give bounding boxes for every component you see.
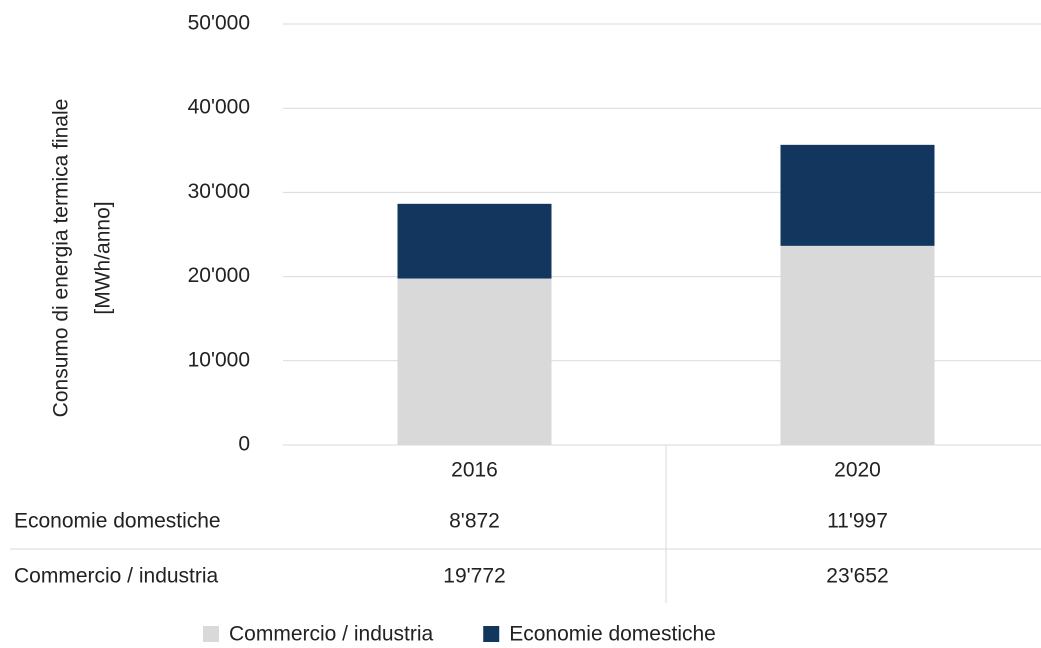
table-cell: 11'997: [827, 510, 888, 533]
table-row-label: Commercio / industria: [14, 565, 219, 588]
y-tick-label: 30'000: [188, 180, 250, 203]
y-axis-label: Consumo di energia termica finale [MWh/a…: [50, 99, 115, 418]
y-axis-label-line: [MWh/anno]: [92, 201, 115, 314]
y-tick-label: 10'000: [188, 348, 250, 371]
bar-segment: [397, 278, 552, 445]
table-cell: 8'872: [449, 510, 500, 533]
y-tick-label: 20'000: [188, 264, 250, 287]
table-row-label: Economie domestiche: [14, 510, 221, 533]
bar-segment: [780, 144, 935, 246]
table-cell: 19'772: [443, 565, 505, 588]
x-tick-label: 2016: [451, 459, 498, 482]
y-tick-label: 0: [238, 433, 250, 456]
x-tick-label: 2020: [834, 459, 881, 482]
table-cell: 23'652: [826, 565, 888, 588]
legend-swatch: [203, 626, 219, 642]
legend-swatch: [483, 626, 500, 642]
legend-label: Economie domestiche: [509, 623, 716, 646]
legend-label: Commercio / industria: [229, 623, 434, 646]
y-tick-label: 40'000: [188, 96, 250, 119]
y-axis-label-line: Consumo di energia termica finale: [50, 99, 73, 418]
y-tick-label: 50'000: [188, 12, 250, 35]
bar-segment: [397, 203, 552, 279]
bar-segment: [780, 245, 935, 445]
